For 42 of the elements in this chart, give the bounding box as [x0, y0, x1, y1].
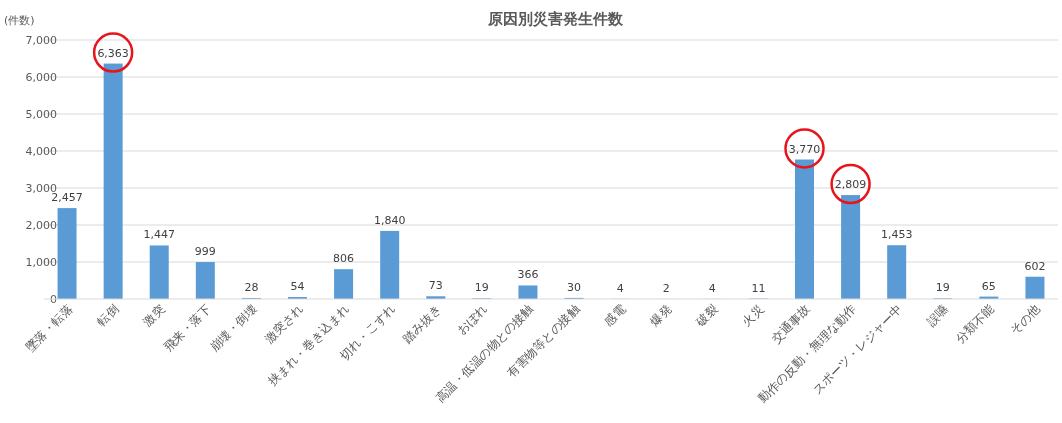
x-tick-label: おぼれ [454, 302, 490, 338]
x-tick-label: 分類不能 [953, 302, 997, 347]
data-label: 4 [708, 281, 716, 295]
data-label: 19 [474, 281, 489, 295]
data-label: 19 [935, 281, 950, 295]
data-label: 6,363 [97, 46, 129, 60]
data-label: 30 [567, 280, 582, 294]
data-label: 3,770 [788, 142, 821, 156]
x-tick-label: その他 [1007, 302, 1044, 338]
data-label: 2,457 [51, 191, 83, 205]
x-tick-label: 踏み抜き [400, 302, 444, 347]
data-label: 65 [981, 279, 996, 293]
data-label: 366 [517, 268, 539, 282]
data-label: 4 [616, 281, 624, 295]
x-tick-label: 転倒 [94, 302, 122, 330]
data-label: 1,453 [880, 228, 913, 242]
data-label: 73 [428, 279, 443, 293]
x-tick-label: 破裂 [692, 302, 721, 330]
data-label: 1,840 [373, 213, 406, 227]
x-tick-label: 感電 [601, 302, 629, 330]
data-label: 2 [662, 281, 670, 295]
x-tick-label: 爆発 [647, 302, 675, 330]
data-label: 999 [194, 245, 216, 259]
data-label: 602 [1024, 259, 1046, 273]
x-tick-label: 激突 [140, 302, 168, 330]
x-tick-label: 崩壊・倒壊 [207, 302, 260, 355]
y-tick-label: 7,000 [25, 34, 57, 47]
y-tick-label: 6,000 [25, 71, 57, 84]
y-tick-label: 2,000 [25, 219, 57, 232]
data-label: 28 [244, 280, 259, 294]
y-tick-label: 1,000 [25, 256, 57, 269]
data-label: 1,447 [143, 228, 175, 242]
x-tick-label: 火災 [739, 302, 767, 330]
data-label: 2,809 [834, 178, 867, 192]
x-tick-label: 誤嚥 [924, 302, 951, 330]
data-label: 54 [290, 280, 305, 293]
y-tick-label: 5,000 [25, 108, 57, 121]
data-label: 806 [333, 252, 355, 266]
y-tick-label: 4,000 [25, 145, 57, 158]
chart-title: 原因別災害発生件数 [486, 10, 624, 28]
y-axis-title: (件数) [4, 14, 35, 27]
data-label: 11 [751, 281, 766, 295]
